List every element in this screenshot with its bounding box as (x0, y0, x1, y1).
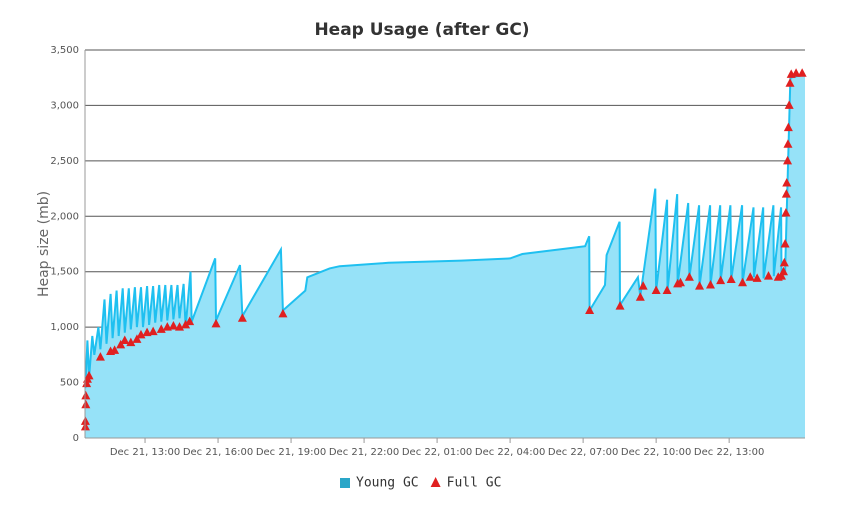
x-tick-label: Dec 21, 16:00 (183, 447, 253, 458)
full-gc-marker (110, 345, 120, 354)
full-gc-marker (738, 277, 748, 287)
y-tick-label: 3,000 (50, 100, 79, 111)
full-gc-marker (776, 271, 786, 280)
full-gc-marker (684, 272, 694, 281)
full-gc-marker (156, 324, 166, 333)
full-gc-marker (780, 239, 790, 248)
full-gc-marker (791, 68, 801, 77)
full-gc-marker (784, 100, 794, 109)
full-gc-marker (785, 78, 795, 87)
full-gc-marker (126, 337, 136, 347)
x-tick-label: Dec 22, 13:00 (694, 447, 764, 458)
y-tick-label: 0 (73, 433, 79, 444)
y-tick-label: 500 (60, 378, 79, 389)
full-gc-marker (638, 281, 648, 290)
full-gc-marker (185, 316, 195, 326)
full-gc-marker (763, 271, 773, 280)
full-gc-marker (95, 352, 105, 361)
full-gc-marker (181, 319, 191, 329)
y-axis-label: Heap size (mb) (36, 191, 52, 297)
line (84, 73, 806, 389)
y-tick-label: 1,500 (50, 267, 79, 278)
full-gc-marker (120, 335, 130, 344)
x-tick-label: Dec 21, 13:00 (110, 447, 180, 458)
y-tick-label: 3,500 (50, 45, 79, 56)
full-gc-marker (783, 122, 793, 132)
full-gc-marker (175, 322, 185, 331)
full-gc-marker (82, 378, 92, 388)
x-tick-label: Dec 22, 04:00 (475, 447, 545, 458)
full-gc-marker (662, 285, 672, 295)
full-gc-marker (726, 274, 736, 283)
legend-label: Full GC (447, 476, 502, 491)
y-tick-label: 1,000 (50, 322, 79, 333)
full-gc-marker (705, 280, 715, 289)
area (85, 74, 805, 439)
x-tick-label: Dec 22, 01:00 (402, 447, 472, 458)
full-gc-marker (585, 305, 595, 315)
full-gc-marker (168, 321, 178, 330)
full-gc-marker (148, 326, 158, 336)
full-gc-marker (745, 272, 755, 281)
x-tick-label: Dec 21, 19:00 (256, 447, 326, 458)
full-gc-marker (779, 257, 789, 267)
full-gc-marker (136, 329, 146, 339)
full-gc-marker (81, 399, 91, 409)
full-gc-marker (783, 139, 793, 148)
x-tick-label: Dec 21, 22:00 (329, 447, 399, 458)
full-gc-marker (651, 285, 661, 295)
full-gc-marker (779, 266, 789, 276)
legend-marker (430, 477, 441, 487)
full-gc-marker (695, 281, 705, 290)
full-gc-marker (211, 318, 221, 328)
full-gc-marker (783, 155, 793, 165)
full-gc-marker (781, 189, 791, 198)
full-gc-marker (84, 370, 94, 380)
full-gc-marker (781, 207, 791, 217)
x-tick-label: Dec 22, 10:00 (621, 447, 691, 458)
legend-label: Young GC (356, 476, 419, 491)
full-gc-marker (782, 178, 792, 187)
full-gc-marker (675, 277, 685, 287)
full-gc-marker (797, 68, 807, 77)
full-gc-marker (116, 339, 126, 349)
y-tick-label: 2,500 (50, 156, 79, 167)
full-gc-marker (635, 292, 645, 301)
full-gc-marker (716, 275, 726, 285)
full-gc-marker (278, 308, 288, 318)
legend-marker (340, 478, 350, 488)
full-gc-marker (237, 313, 247, 322)
full-gc-marker (752, 273, 762, 282)
full-gc-marker (615, 301, 625, 310)
x-tick-label: Dec 22, 07:00 (548, 447, 618, 458)
chart-title: Heap Usage (after GC) (314, 20, 529, 40)
y-tick-label: 2,000 (50, 211, 79, 222)
full-gc-marker (81, 390, 91, 400)
full-gc-marker (132, 334, 142, 343)
